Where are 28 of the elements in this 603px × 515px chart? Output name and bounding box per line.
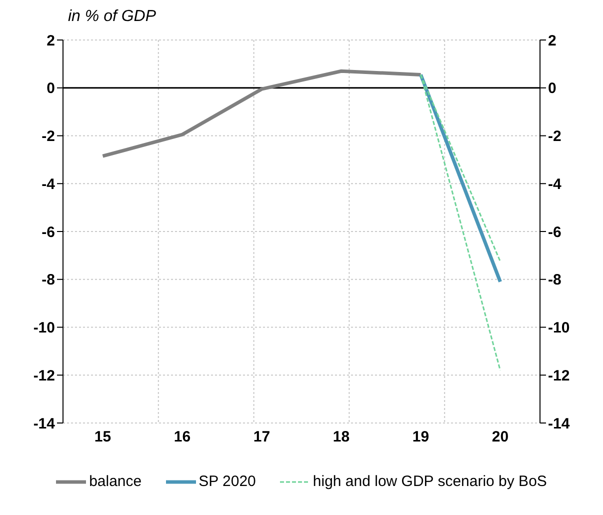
y-tick-label: -12: [33, 367, 55, 384]
x-tick-label: 19: [412, 428, 430, 446]
y2-tick-label: 2: [548, 32, 556, 50]
y-tick-label: -14: [33, 415, 56, 432]
y-tick-label: -6: [42, 224, 55, 241]
y-tick-label: -8: [42, 272, 55, 289]
x-tick-label: 16: [174, 428, 191, 446]
legend-label: SP 2020: [198, 473, 256, 490]
chart-subtitle: in % of GDP: [67, 8, 158, 27]
y-tick-label: -2: [42, 128, 55, 146]
y2-tick-label: -2: [548, 128, 562, 146]
y-tick-label: -4: [42, 176, 56, 193]
x-tick-label: 17: [253, 428, 270, 446]
y2-tick-label: -12: [548, 367, 570, 384]
y-tick-label: -10: [33, 320, 55, 337]
x-tick-label: 15: [94, 428, 112, 446]
y2-tick-label: -4: [548, 176, 562, 193]
x-tick-label: 18: [332, 428, 350, 446]
y-tick-label: 0: [46, 80, 55, 98]
x-tick-label: 20: [492, 428, 509, 446]
legend-label: balance: [89, 473, 142, 490]
legend-label: high and low GDP scenario by BoS: [312, 473, 547, 490]
y2-tick-label: -14: [548, 415, 570, 432]
y2-tick-label: 0: [548, 80, 556, 98]
y2-tick-label: -6: [548, 224, 562, 241]
y2-tick-label: -8: [548, 272, 562, 289]
y-tick-label: 2: [46, 32, 55, 50]
y2-tick-label: -10: [548, 320, 570, 337]
